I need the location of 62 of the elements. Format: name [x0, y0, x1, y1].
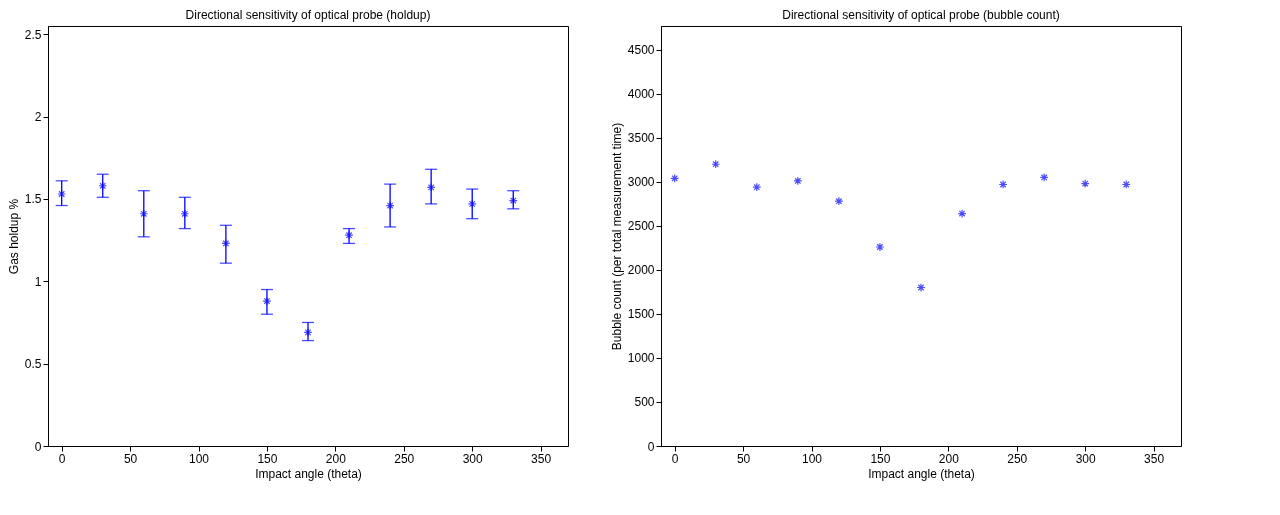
x-tick-label: 350	[1144, 451, 1165, 466]
point	[262, 296, 272, 306]
x-tick-label: 50	[123, 451, 138, 466]
point	[1080, 179, 1090, 189]
point	[344, 230, 354, 240]
y-tick-label: 1.5	[24, 192, 42, 207]
y-tick-label: 2	[34, 110, 42, 125]
x-tick-label: 300	[462, 451, 484, 466]
y-tick-label: 2000	[627, 263, 655, 278]
x-tick-label: 100	[189, 451, 210, 466]
point	[385, 201, 395, 210]
point	[916, 283, 926, 292]
point	[467, 199, 477, 209]
x-tick-label: 200	[325, 451, 347, 466]
x-tick-label: 150	[257, 451, 278, 466]
y-tick-label: 0	[647, 439, 655, 454]
x-tick-label: 350	[531, 451, 552, 466]
y-tick-label: 500	[634, 395, 655, 410]
point	[139, 209, 149, 219]
point	[98, 181, 108, 191]
point	[1121, 180, 1131, 189]
point	[711, 159, 721, 169]
x-tick-label: 50	[736, 451, 751, 466]
y-tick-label: 2.5	[24, 27, 42, 42]
y-tick-label: 4500	[627, 43, 655, 58]
point	[957, 209, 967, 219]
point	[875, 242, 885, 252]
x-tick-label: 150	[870, 451, 891, 466]
y-tick-label: 0.5	[24, 357, 42, 372]
x-tick-label: 0	[671, 451, 679, 466]
x-tick-label: 250	[394, 451, 415, 466]
point	[793, 176, 803, 186]
point	[834, 196, 844, 206]
x-axis-title: Impact angle (theta)	[255, 466, 362, 481]
x-axis-title: Impact angle (theta)	[868, 466, 975, 481]
point	[1039, 172, 1049, 182]
x-tick-label: 100	[802, 451, 823, 466]
y-tick-label: 3500	[627, 131, 655, 146]
y-tick-label: 1500	[627, 307, 655, 322]
x-tick-label: 250	[1007, 451, 1028, 466]
chart-title: Directional sensitivity of optical probe (holdup)	[185, 8, 431, 22]
y-tick-label: 3000	[627, 175, 655, 190]
point	[998, 180, 1008, 189]
point	[221, 238, 231, 248]
point	[180, 209, 190, 219]
chart-title: Directional sensitivity of optical probe (bubble count)	[782, 8, 1060, 22]
y-tick-label: 1000	[627, 351, 655, 366]
point	[670, 173, 680, 183]
point	[752, 182, 762, 192]
x-tick-label: 300	[1075, 451, 1097, 466]
y-tick-label: 0	[34, 439, 42, 454]
y-tick-label: 2500	[627, 219, 655, 234]
point	[303, 327, 313, 337]
x-tick-label: 0	[58, 451, 66, 466]
y-axis-title: Bubble count (per total measurement time)	[609, 122, 624, 351]
y-tick-label: 4000	[627, 87, 655, 102]
y-tick-label: 1	[34, 274, 42, 289]
x-tick-label: 200	[938, 451, 960, 466]
point	[508, 196, 518, 206]
y-axis-title: Gas holdup %	[6, 198, 21, 275]
point	[426, 182, 436, 192]
point	[57, 189, 67, 199]
